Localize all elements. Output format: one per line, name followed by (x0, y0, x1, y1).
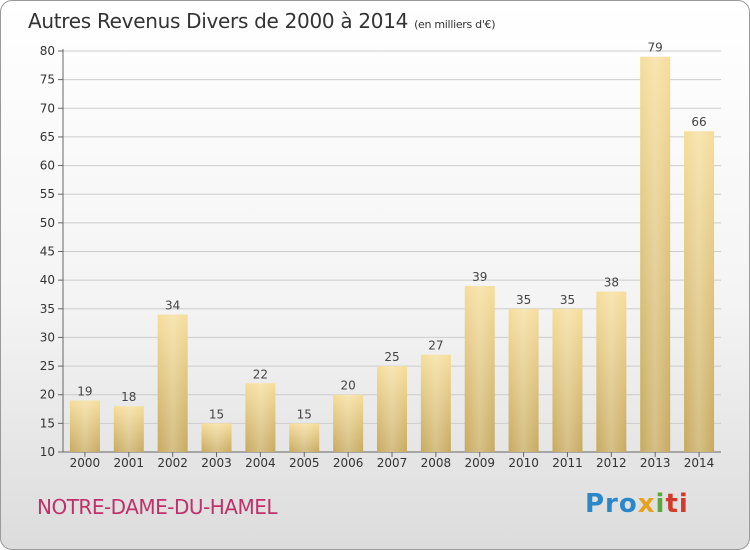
y-tick-label-65: 65 (40, 130, 55, 144)
data-label-2008: 27 (428, 339, 443, 353)
y-tick-label-10: 10 (40, 445, 55, 459)
data-label-2002: 34 (165, 299, 180, 313)
bar-sheen-2010 (508, 308, 539, 452)
y-tick-label-40: 40 (40, 273, 55, 287)
bar-sheen-2006 (333, 394, 364, 452)
y-tick-label-45: 45 (40, 245, 55, 259)
chart-title: Autres Revenus Divers de 2000 à 2014 (en … (28, 9, 496, 33)
logo-part-2: x (637, 489, 656, 519)
data-label-2012: 38 (604, 276, 619, 290)
data-label-2011: 35 (560, 293, 575, 307)
x-tick-label-2002: 2002 (157, 456, 188, 470)
y-tick-label-60: 60 (40, 159, 55, 173)
proxiti-logo: Proxiti (585, 489, 689, 519)
x-tick-label-2014: 2014 (684, 456, 715, 470)
logo-part-4: ti (665, 489, 689, 519)
data-label-2010: 35 (516, 293, 531, 307)
data-label-2013: 79 (648, 41, 663, 55)
data-label-2006: 20 (340, 379, 355, 393)
bar-sheen-2004 (245, 383, 276, 452)
data-label-2005: 15 (297, 407, 312, 421)
x-tick-label-2009: 2009 (464, 456, 495, 470)
bar-sheen-2001 (113, 406, 144, 452)
data-label-2007: 25 (384, 350, 399, 364)
data-label-2000: 19 (77, 384, 92, 398)
x-tick-label-2013: 2013 (640, 456, 671, 470)
data-label-2009: 39 (472, 270, 487, 284)
y-tick-label-20: 20 (40, 388, 55, 402)
x-tick-label-2010: 2010 (508, 456, 539, 470)
x-tick-label-2000: 2000 (70, 456, 101, 470)
y-tick-label-35: 35 (40, 302, 55, 316)
x-tick-label-2004: 2004 (245, 456, 276, 470)
x-tick-label-2005: 2005 (289, 456, 320, 470)
y-tick-label-25: 25 (40, 359, 55, 373)
title-text: Autres Revenus Divers de 2000 à 2014 (28, 9, 409, 33)
logo-part-3: i (655, 489, 666, 519)
y-tick-label-80: 80 (40, 44, 55, 58)
data-label-2014: 66 (691, 115, 706, 129)
data-label-2001: 18 (121, 390, 136, 404)
bar-sheen-2003 (201, 423, 232, 452)
x-tick-label-2001: 2001 (114, 456, 145, 470)
y-tick-label-55: 55 (40, 187, 55, 201)
title-unit: (en milliers d'€) (414, 18, 496, 31)
y-tick-label-30: 30 (40, 330, 55, 344)
x-tick-label-2003: 2003 (201, 456, 232, 470)
bar-sheen-2012 (596, 291, 627, 452)
bars (69, 56, 715, 452)
x-tick-label-2006: 2006 (333, 456, 364, 470)
bar-sheen-2000 (69, 400, 100, 452)
x-tick-label-2012: 2012 (596, 456, 627, 470)
bar-sheen-2011 (552, 308, 583, 452)
data-label-2004: 22 (253, 367, 268, 381)
labels: 10 15 20 25 30 35 40 45 50 55 60 65 70 75 80 19 2000 18 20… (40, 41, 715, 470)
logo-part-1: Pro (585, 489, 638, 519)
x-tick-label-2008: 2008 (421, 456, 452, 470)
bar-sheen-2013 (640, 56, 671, 452)
x-tick-label-2007: 2007 (377, 456, 408, 470)
y-tick-label-15: 15 (40, 416, 55, 430)
y-tick-label-75: 75 (40, 73, 55, 87)
bar-sheen-2008 (420, 354, 451, 452)
bar-sheen-2005 (289, 423, 320, 452)
y-tick-label-70: 70 (40, 101, 55, 115)
data-label-2003: 15 (209, 407, 224, 421)
x-tick-label-2011: 2011 (552, 456, 583, 470)
bar-sheen-2009 (464, 285, 495, 452)
bar-sheen-2014 (684, 131, 715, 452)
y-tick-label-50: 50 (40, 216, 55, 230)
bar-sheen-2007 (377, 366, 407, 452)
bar-sheen-2002 (157, 314, 188, 452)
commune-name: NOTRE-DAME-DU-HAMEL (37, 495, 278, 519)
